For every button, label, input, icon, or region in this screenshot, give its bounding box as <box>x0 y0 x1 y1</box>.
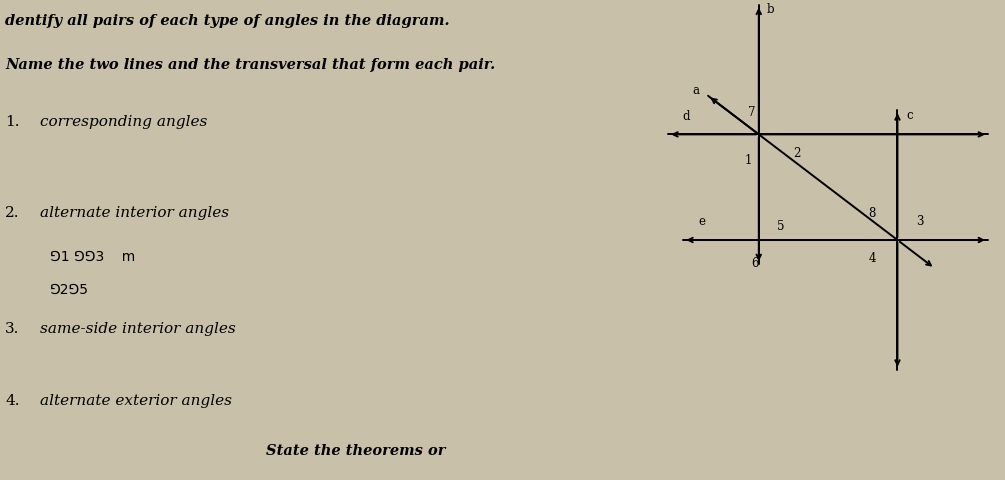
Text: e: e <box>698 215 705 228</box>
Text: b: b <box>767 3 775 16</box>
Text: 2: 2 <box>793 147 801 160</box>
Text: a: a <box>692 84 699 96</box>
Text: 4: 4 <box>868 252 876 265</box>
Text: 7: 7 <box>748 106 756 120</box>
Text: alternate exterior angles: alternate exterior angles <box>40 394 232 408</box>
Text: ⅁1 ⅁⅁3    m: ⅁1 ⅁⅁3 m <box>50 250 136 264</box>
Text: 4.: 4. <box>5 394 19 408</box>
Text: Name the two lines and the transversal that form each pair.: Name the two lines and the transversal t… <box>5 58 495 72</box>
Text: 8: 8 <box>868 207 876 220</box>
Text: ⅁2⅁5: ⅁2⅁5 <box>50 283 89 297</box>
Text: dentify all pairs of each type of angles in the diagram.: dentify all pairs of each type of angles… <box>5 14 449 28</box>
Text: 1: 1 <box>745 154 753 168</box>
Text: State the theorems or: State the theorems or <box>266 444 446 458</box>
Text: 6: 6 <box>751 256 759 270</box>
Text: c: c <box>907 108 913 122</box>
Text: 3: 3 <box>916 215 924 228</box>
Text: 3.: 3. <box>5 322 19 336</box>
Text: alternate interior angles: alternate interior angles <box>40 206 229 220</box>
Text: 1.: 1. <box>5 115 19 129</box>
Text: d: d <box>682 109 690 123</box>
Text: 5: 5 <box>777 220 785 233</box>
Text: same-side interior angles: same-side interior angles <box>40 322 236 336</box>
Text: 2.: 2. <box>5 206 19 220</box>
Text: corresponding angles: corresponding angles <box>40 115 208 129</box>
